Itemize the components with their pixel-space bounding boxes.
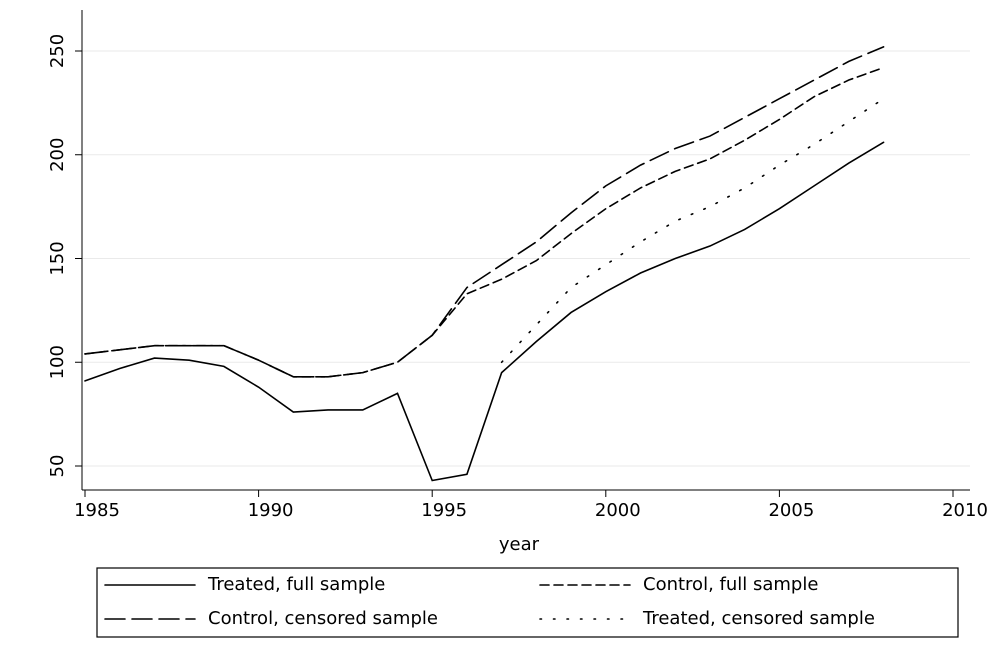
x-axis-label: year (499, 534, 540, 555)
legend-label: Control, full sample (643, 574, 818, 595)
y-tick-label: 50 (47, 455, 68, 478)
y-tick-label: 200 (47, 138, 68, 172)
series-line (500, 97, 885, 364)
x-tick-label: 1995 (421, 500, 467, 521)
legend-label: Treated, full sample (207, 574, 385, 595)
y-tick-label: 100 (47, 345, 68, 379)
legend-label: Treated, censored sample (642, 608, 875, 629)
y-tick-label: 150 (47, 241, 68, 275)
series-line (84, 141, 885, 482)
x-tick-label: 2010 (942, 500, 988, 521)
x-tick-label: 2000 (595, 500, 641, 521)
legend-box (96, 567, 959, 638)
x-tick-label: 1985 (74, 500, 120, 521)
legend-label: Control, censored sample (208, 608, 438, 629)
series-line (84, 46, 885, 378)
x-tick-label: 1990 (248, 500, 294, 521)
y-tick-label: 250 (47, 34, 68, 68)
x-tick-label: 2005 (768, 500, 814, 521)
series-line (84, 66, 885, 378)
